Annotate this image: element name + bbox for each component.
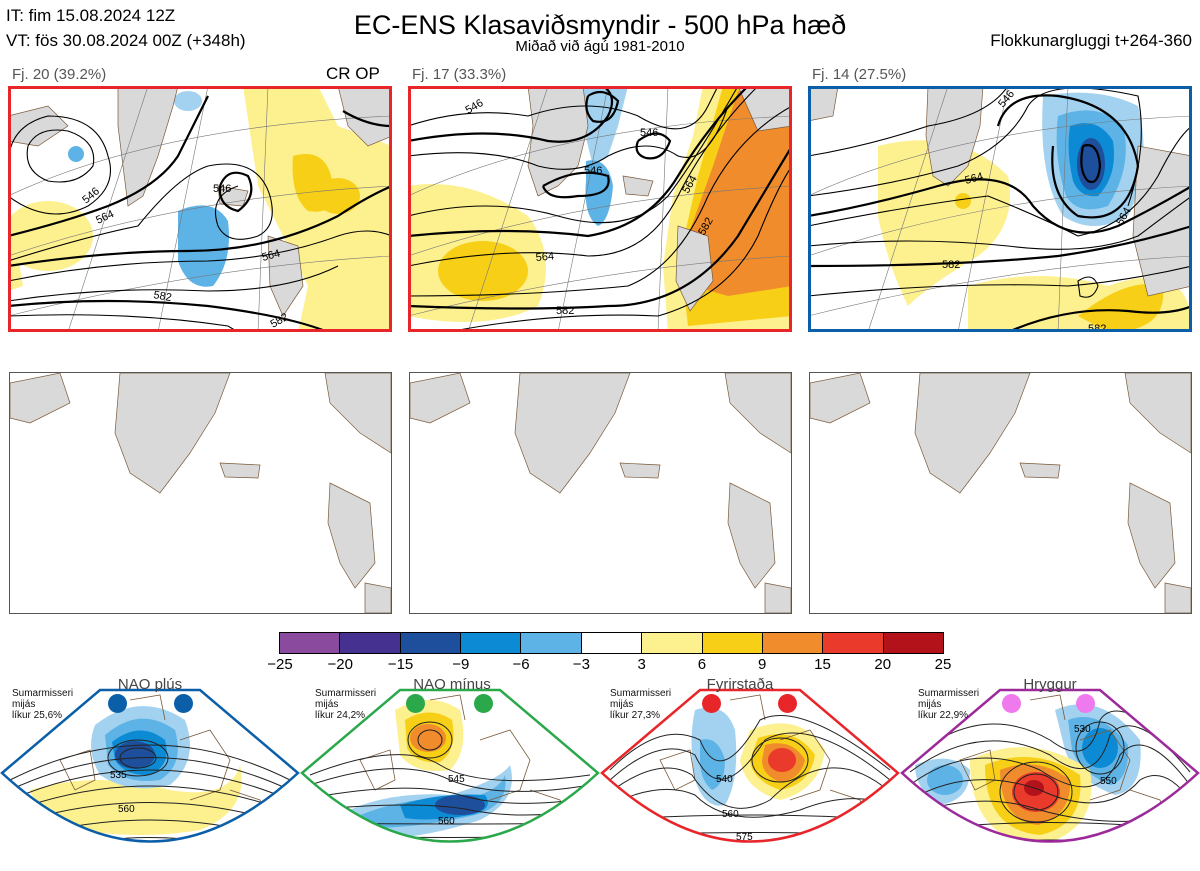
contour-label: 546 <box>640 127 658 139</box>
contour-label: 546 <box>584 165 602 177</box>
regime-nao-minus-info: Sumarmisseri mijás líkur 24,2% <box>315 688 377 721</box>
colorbar-segment <box>280 633 341 653</box>
regime-ridge-title: Hryggur <box>1023 676 1077 693</box>
contour-label: 560 <box>722 809 739 820</box>
colorbar-tick-label: −25 <box>267 656 293 673</box>
regime-blocking-map: 540 560 575 <box>600 688 900 843</box>
colorbar-tick-label: 25 <box>934 656 952 673</box>
colorbar-tick-label: −15 <box>387 656 414 673</box>
regime-ridge-info: Sumarmisseri mijás líkur 22,9% <box>918 688 980 721</box>
regime-blocking-dot-left <box>702 694 721 713</box>
page-title: EC-ENS Klasaviðsmyndir - 500 hPa hæð <box>353 10 847 40</box>
cluster-1-frame <box>8 86 392 332</box>
regime-ridge-dot-left <box>1002 694 1021 713</box>
empty-map-1 <box>9 372 392 614</box>
cluster-1-tag: CR OP <box>326 64 380 83</box>
colorbar-tick-label: −20 <box>327 656 353 673</box>
contour-label: 560 <box>118 804 135 815</box>
contour-label: 582 <box>152 289 172 304</box>
regimes-row: 535 560 Sumarmisseri mijás líkur 25,6% NAO… <box>0 676 1200 871</box>
cluster-1-label: Fj. 20 (39.2%) <box>12 66 107 83</box>
contour-label: 575 <box>446 850 463 861</box>
regime-nao-plus-map: 535 560 <box>0 688 300 843</box>
colorbar-segment <box>461 633 522 653</box>
valid-time: VT: fös 30.08.2024 00Z (+348h) <box>6 31 246 50</box>
regime-nao-minus-dot-right <box>474 694 493 713</box>
colorbar-tick-label: −9 <box>452 656 470 673</box>
cluster-3-frame <box>808 86 1192 332</box>
regime-blocking-title: Fyrirstaða <box>706 676 774 693</box>
regime-nao-minus-title: NAO mínus <box>413 676 491 693</box>
empty-map-3 <box>809 372 1192 614</box>
cluster-2-map: 546 546 546 564 564 582 582 <box>408 86 792 332</box>
contour-label: 545 <box>448 774 465 785</box>
colorbar-tick-label: 3 <box>637 656 646 673</box>
contour-label: 582 <box>942 259 960 271</box>
colorbar-segment <box>823 633 884 653</box>
contour-label: 582 <box>1088 323 1106 332</box>
contour-label: 540 <box>716 774 733 785</box>
contour-label: 535 <box>110 770 127 781</box>
cluster-1-map: 546 546 564 564 582 582 <box>8 86 392 332</box>
regime-nao-minus-dot-left <box>406 694 425 713</box>
cluster-3-label: Fj. 14 (27.5%) <box>812 66 907 83</box>
regime-blocking-info: Sumarmisseri mijás líkur 27,3% <box>610 688 672 721</box>
colorbar-tick-label: 20 <box>874 656 892 673</box>
contour-label: 564 <box>535 250 554 264</box>
init-time: IT: fim 15.08.2024 12Z <box>6 6 176 25</box>
colorbar-segment <box>521 633 582 653</box>
regime-nao-minus-map: 545 560 575 <box>300 688 600 861</box>
colorbar-tick-label: −3 <box>572 656 590 673</box>
colorbar-segment <box>762 633 824 653</box>
regime-ridge-map: 530 550 575 <box>900 688 1200 853</box>
cluster-2-label: Fj. 17 (33.3%) <box>412 66 507 83</box>
contour-label: 564 <box>261 248 282 264</box>
cluster-3-map: 546 564 564 582 582 <box>808 86 1192 332</box>
colorbar-tick-label: 6 <box>697 656 707 673</box>
colorbar <box>279 632 944 654</box>
regime-nao-plus-dot-right <box>174 694 193 713</box>
colorbar-segment <box>581 633 643 653</box>
cluster-2-frame <box>408 86 792 332</box>
contour-label: 530 <box>1074 724 1091 735</box>
regime-nao-plus-title: NAO plús <box>117 676 183 693</box>
contour-label: 564 <box>964 171 985 187</box>
colorbar-segment <box>642 633 703 653</box>
colorbar-segment <box>702 633 763 653</box>
contour-label: 560 <box>438 816 455 827</box>
regime-blocking-dot-right <box>778 694 797 713</box>
contour-label: 550 <box>1100 776 1117 787</box>
colorbar-segment <box>883 633 943 653</box>
regime-nao-plus-info: Sumarmisseri mijás líkur 25,6% <box>12 688 74 721</box>
contour-label: 546 <box>213 183 231 195</box>
contour-label: 575 <box>736 832 753 843</box>
colorbar-segment <box>340 633 401 653</box>
colorbar-tick-label: 9 <box>758 656 767 673</box>
regime-ridge-dot-right <box>1076 694 1095 713</box>
empty-map-2 <box>409 372 792 614</box>
colorbar-segment <box>400 633 462 653</box>
page-subtitle: Miðað við ágú 1981-2010 <box>515 38 685 55</box>
clustering-window: Flokkunargluggi t+264-360 <box>990 31 1192 50</box>
colorbar-tick-label: −6 <box>512 656 530 673</box>
regime-nao-plus-dot-left <box>108 694 127 713</box>
contour-label: 575 <box>1092 842 1109 853</box>
colorbar-tick-label: 15 <box>814 656 831 673</box>
contour-label: 582 <box>556 305 574 317</box>
